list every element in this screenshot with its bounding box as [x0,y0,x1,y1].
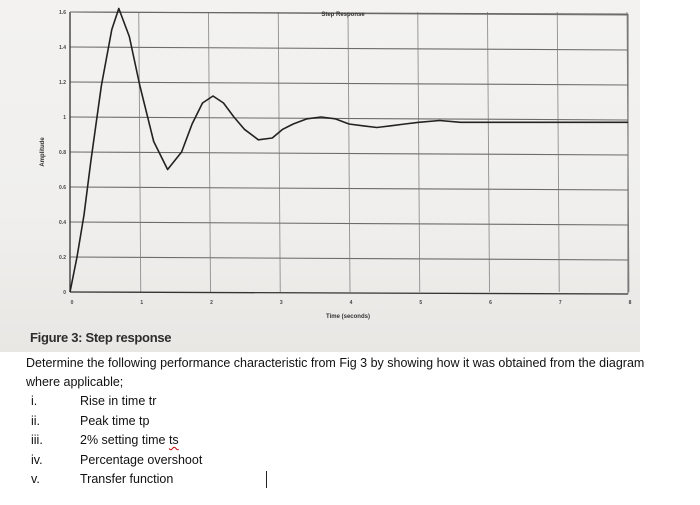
x-axis-line [69,291,629,295]
step-response-line [69,7,628,293]
chart-xlabel: Time (seconds) [326,314,370,320]
grid-line-horizontal [69,46,629,51]
grid-line-vertical [417,11,421,293]
y-tick-label: 0.4 [59,220,66,226]
figure-photo: 0 0.2 0.4 0.6 0.8 1 1.2 1.4 1.6 0 1 2 3 4 5 6 7 8 Step Re… [0,0,640,352]
spellcheck-word: ts [168,433,179,447]
x-tick-label: 1 [140,300,143,306]
x-tick-label: 4 [350,300,353,306]
x-tick-label: 5 [419,300,422,306]
y-tick-label: 0.8 [59,150,66,156]
x-tick-label: 2 [210,300,213,306]
question-text: Determine the following performance char… [26,356,645,389]
figure-caption: Figure 3: Step response [30,330,172,345]
chart-ylabel: Amplitude [40,137,46,167]
x-tick-label: 3 [280,300,283,306]
item-number: i. [31,394,38,408]
x-tick-label: 8 [629,300,632,306]
y-tick-label: 1.2 [59,80,66,86]
item-text: 2% setting time ts [80,433,179,447]
grid-line-vertical [347,11,351,293]
item-number: iv. [31,452,43,467]
x-tick-label: 6 [489,300,492,306]
grid-line-vertical [487,11,490,293]
grid-line-vertical [138,11,142,293]
text-cursor [266,471,267,488]
y-tick-label: 1 [63,115,66,121]
x-tick-label: 7 [559,300,562,306]
y-tick-label: 0.2 [59,255,66,261]
grid-line-vertical [208,11,211,293]
chart-title: Step Response [321,12,365,18]
x-tick-label: 0 [71,300,74,306]
grid-line-horizontal [69,256,629,261]
chart-grid [69,11,630,293]
grid-line-horizontal [69,221,629,226]
chart-ticks: 0 0.2 0.4 0.6 0.8 1 1.2 1.4 1.6 0 1 2 3 4 5 6 7 8 [59,10,632,306]
y-tick-label: 1.4 [59,45,66,51]
grid-line-vertical [277,11,281,293]
y-tick-label: 1.6 [59,10,66,16]
top-border-line [69,11,629,15]
item-number: ii. [31,413,41,428]
item-text: Transfer function [80,472,174,486]
item-number: v. [31,472,40,486]
item-text: Percentage overshoot [80,452,203,467]
grid-line-horizontal [69,81,629,86]
chart-axes [69,11,629,295]
item-text-main: 2% setting time [80,433,169,447]
chart-series [69,7,628,293]
item-text: Peak time tp [80,413,150,428]
y-tick-label: 0.6 [59,185,66,191]
y-tick-label: 0 [63,290,66,296]
item-number: iii. [31,433,43,447]
item-text: Rise in time tr [80,394,157,408]
grid-line-vertical [556,11,560,293]
step-response-chart: 0 0.2 0.4 0.6 0.8 1 1.2 1.4 1.6 0 1 2 3 4 5 6 7 8 Step Re… [40,7,632,320]
